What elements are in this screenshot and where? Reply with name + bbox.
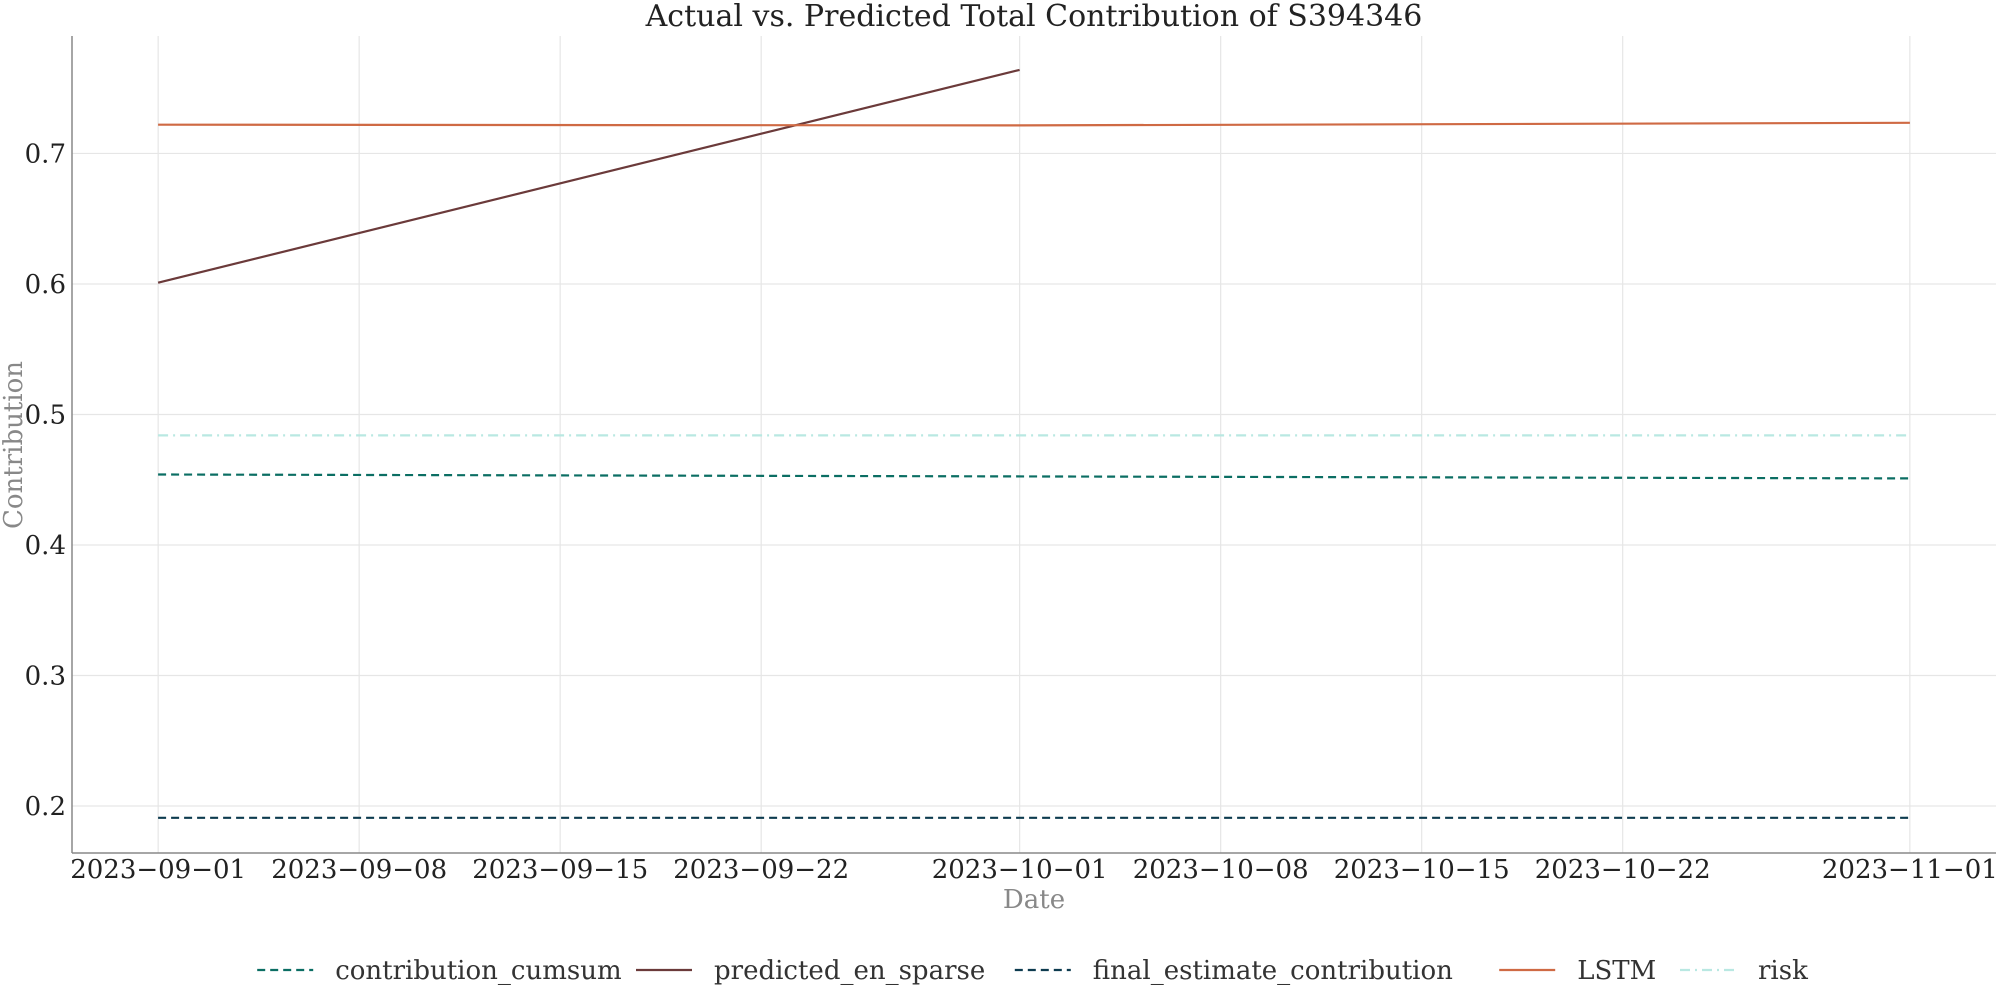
- y-tick-label: 0.4: [25, 531, 66, 561]
- series-line-contribution-cumsum: [158, 473, 1910, 480]
- legend-label: contribution_cumsum: [335, 956, 621, 986]
- y-tick-label: 0.2: [25, 792, 66, 822]
- y-axis-ticks: 0.2 0.3 0.4 0.5 0.6 0.7: [25, 139, 66, 822]
- legend-label: risk: [1758, 956, 1808, 986]
- x-tick-label: 2023−10−22: [1535, 855, 1711, 885]
- y-tick-label: 0.6: [25, 270, 66, 300]
- x-axis-title: Date: [1003, 885, 1065, 915]
- x-tick-label: 2023−11−01: [1822, 855, 1998, 885]
- x-tick-label: 2023−09−01: [70, 855, 246, 885]
- x-tick-label: 2023−09−15: [472, 855, 648, 885]
- legend: contribution_cumsum predicted_en_sparse fi…: [257, 956, 1808, 986]
- grid: [72, 36, 1996, 853]
- x-tick-label: 2023−10−08: [1133, 855, 1309, 885]
- chart-title: Actual vs. Predicted Total Contribution …: [645, 0, 1423, 34]
- x-tick-label: 2023−09−08: [271, 855, 447, 885]
- legend-label: final_estimate_contribution: [1093, 956, 1453, 986]
- y-tick-label: 0.7: [25, 139, 66, 169]
- x-tick-label: 2023−10−01: [932, 855, 1108, 885]
- x-tick-label: 2023−09−22: [673, 855, 849, 885]
- x-tick-label: 2023−10−15: [1334, 855, 1510, 885]
- series-line-lstm: [158, 121, 1910, 127]
- y-tick-label: 0.3: [25, 662, 66, 692]
- axes: [71, 36, 1996, 854]
- legend-label: LSTM: [1577, 956, 1656, 986]
- y-tick-label: 0.5: [25, 400, 66, 430]
- y-axis-title: Contribution: [0, 361, 29, 529]
- legend-label: predicted_en_sparse: [714, 956, 985, 986]
- series-line-predicted-en-sparse: [157, 68, 1020, 284]
- x-axis-ticks: 2023−09−01 2023−09−08 2023−09−15 2023−09−22…: [70, 855, 1998, 885]
- series-lines: [157, 68, 1910, 819]
